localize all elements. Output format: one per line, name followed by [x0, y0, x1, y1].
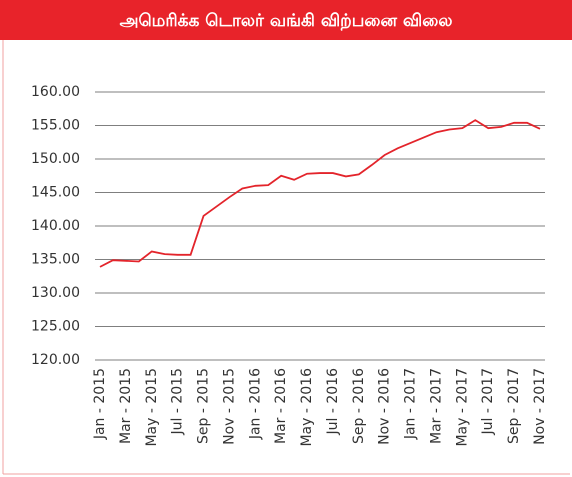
x-tick-label: Jan - 2016	[247, 368, 263, 440]
x-tick-label: Sep - 2015	[196, 368, 212, 444]
x-tick-label: Jan - 2017	[403, 368, 419, 440]
x-tick-label: Nov - 2016	[377, 368, 393, 445]
y-tick-label: 150.00	[31, 151, 80, 167]
x-tick-label: Mar - 2017	[428, 368, 444, 444]
x-tick-label: Jul - 2017	[480, 368, 496, 435]
y-tick-label: 160.00	[31, 84, 80, 100]
x-tick-label: Jul - 2016	[325, 368, 341, 436]
x-tick-label: Sep - 2017	[506, 368, 522, 444]
x-tick-label: Jul - 2015	[170, 368, 186, 435]
y-tick-label: 125.00	[31, 319, 80, 335]
y-tick-label: 120.00	[31, 352, 80, 368]
data-line	[99, 119, 541, 268]
y-tick-label: 130.00	[31, 285, 80, 301]
y-tick-label: 135.00	[31, 252, 80, 268]
chart-title: அமெரிக்க டொலர் வங்கி விற்பனை விலை	[120, 11, 453, 31]
y-tick-label: 155.00	[31, 118, 80, 134]
x-tick-label: Nov - 2017	[532, 368, 548, 445]
header-bar	[0, 0, 572, 40]
x-tick-label: Mar - 2016	[273, 368, 289, 444]
x-tick-label: Sep - 2016	[351, 368, 367, 444]
y-tick-label: 145.00	[31, 185, 80, 201]
x-tick-label: Jan - 2015	[92, 368, 108, 440]
x-tick-label: May - 2016	[299, 368, 315, 447]
y-tick-label: 140.00	[31, 218, 80, 234]
x-tick-label: Mar - 2015	[118, 368, 134, 444]
x-tick-label: May - 2017	[454, 368, 470, 447]
x-tick-label: Nov - 2015	[221, 368, 237, 445]
x-tick-label: May - 2015	[144, 368, 160, 447]
